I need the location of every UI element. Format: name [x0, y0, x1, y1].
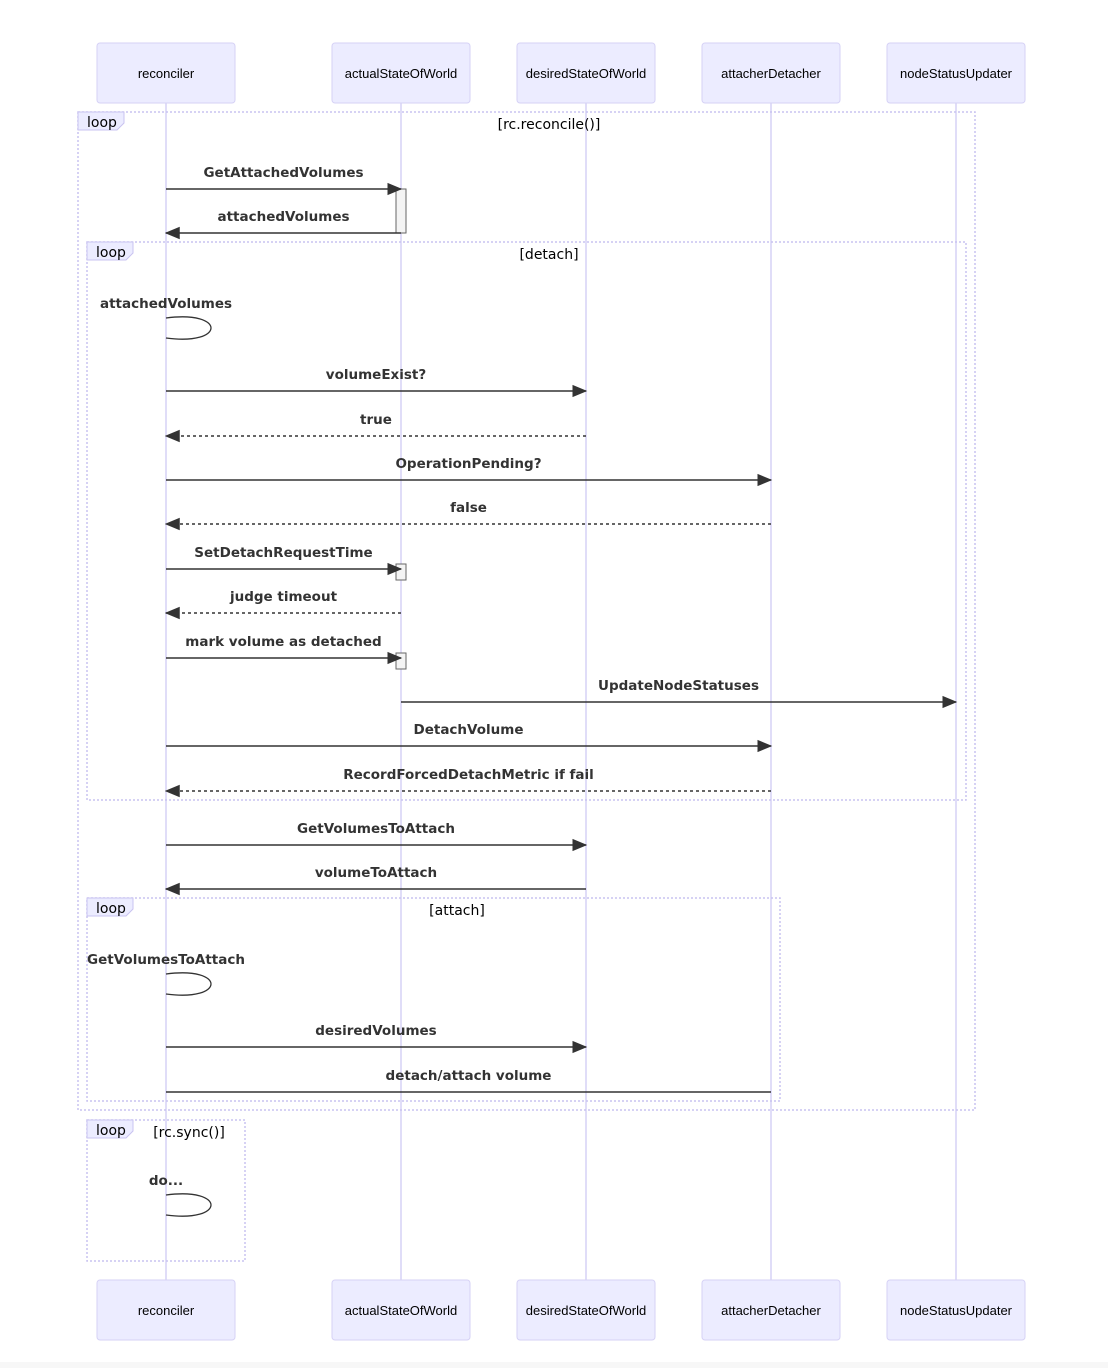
loop-condition: [detach]: [519, 247, 578, 263]
actor-box: [516, 42, 656, 104]
activation-box: [395, 188, 407, 234]
message-label: GetVolumesToAttach: [87, 952, 245, 968]
actor-label: attacherDetacher: [721, 66, 821, 81]
actor-box: [96, 1279, 236, 1341]
loop-condition: [rc.reconcile()]: [498, 117, 601, 133]
loop-tab: [86, 241, 134, 261]
self-message-loop: [165, 1193, 212, 1217]
actor-box: [331, 1279, 471, 1341]
actor-top-reconciler: reconciler: [96, 42, 236, 104]
actor-box: [331, 42, 471, 104]
actor-top-actualStateOfWorld: actualStateOfWorld: [331, 42, 471, 104]
actor-bottom-reconciler: reconciler: [96, 1279, 236, 1341]
message: attachedVolumes: [100, 296, 232, 340]
loop-frame: loop [detach]: [86, 241, 967, 801]
message-label: true: [360, 412, 392, 428]
actor-box: [96, 42, 236, 104]
message-label: do...: [149, 1173, 183, 1189]
actor-label: reconciler: [138, 66, 195, 81]
loop-condition: [attach]: [429, 903, 485, 919]
loop-label: loop: [96, 901, 126, 917]
actor-label: nodeStatusUpdater: [900, 66, 1013, 81]
message: detach/attach volume: [166, 1068, 771, 1093]
message: UpdateNodeStatuses: [401, 678, 958, 709]
message: DetachVolume: [166, 722, 773, 753]
actor-label: attacherDetacher: [721, 1303, 821, 1318]
actor-top-attacherDetacher: attacherDetacher: [701, 42, 841, 104]
actor-label: nodeStatusUpdater: [900, 1303, 1013, 1318]
message-label: RecordForcedDetachMetric if fail: [343, 767, 594, 783]
message: OperationPending?: [166, 456, 773, 487]
loop-frame: loop [rc.reconcile()]: [77, 111, 976, 1111]
actor-box: [701, 42, 841, 104]
activation-box: [395, 563, 407, 581]
loop-border: [86, 241, 967, 801]
actor-label: desiredStateOfWorld: [526, 1303, 646, 1318]
message-label: DetachVolume: [414, 722, 524, 738]
message-label: attachedVolumes: [217, 209, 349, 225]
actor-bottom-desiredStateOfWorld: desiredStateOfWorld: [516, 1279, 656, 1341]
actor-box: [701, 1279, 841, 1341]
message-label: false: [450, 500, 487, 516]
loop-condition: [rc.sync()]: [153, 1125, 225, 1141]
actor-box: [886, 42, 1026, 104]
actor-label: desiredStateOfWorld: [526, 66, 646, 81]
message: do...: [149, 1173, 212, 1217]
message-label: desiredVolumes: [315, 1023, 436, 1039]
message-label: OperationPending?: [395, 456, 541, 472]
message: desiredVolumes: [166, 1023, 588, 1054]
actor-bottom-attacherDetacher: attacherDetacher: [701, 1279, 841, 1341]
message: true: [164, 412, 586, 443]
message: GetVolumesToAttach: [87, 952, 245, 996]
loop-label: loop: [87, 115, 117, 131]
actor-box: [516, 1279, 656, 1341]
message: volumeToAttach: [164, 865, 586, 896]
message-label: attachedVolumes: [100, 296, 232, 312]
message: GetAttachedVolumes: [166, 165, 403, 196]
message: volumeExist?: [166, 367, 588, 398]
loop-label: loop: [96, 1123, 126, 1139]
loop-frame: loop [attach]: [86, 897, 781, 1102]
loop-tab: [86, 897, 134, 917]
loop-frame: loop [rc.sync()]: [86, 1119, 246, 1262]
message: GetVolumesToAttach: [166, 821, 588, 852]
message: mark volume as detached: [166, 634, 403, 665]
loop-border: [86, 1119, 246, 1262]
message-label: GetVolumesToAttach: [297, 821, 455, 837]
actor-label: reconciler: [138, 1303, 195, 1318]
bottom-strip: [0, 1362, 1108, 1368]
actor-label: actualStateOfWorld: [345, 66, 457, 81]
message-label: mark volume as detached: [185, 634, 381, 650]
actor-bottom-actualStateOfWorld: actualStateOfWorld: [331, 1279, 471, 1341]
message: judge timeout: [164, 589, 401, 620]
message: SetDetachRequestTime: [166, 545, 403, 576]
message-label: volumeToAttach: [315, 865, 437, 881]
message-label: SetDetachRequestTime: [194, 545, 372, 561]
message-label: judge timeout: [229, 589, 338, 605]
actor-label: actualStateOfWorld: [345, 1303, 457, 1318]
loop-tab: [77, 111, 125, 131]
message-label: UpdateNodeStatuses: [598, 678, 759, 694]
message-label: detach/attach volume: [386, 1068, 552, 1084]
actor-top-desiredStateOfWorld: desiredStateOfWorld: [516, 42, 656, 104]
message: RecordForcedDetachMetric if fail: [164, 767, 771, 798]
message-label: volumeExist?: [326, 367, 426, 383]
actor-box: [886, 1279, 1026, 1341]
loop-border: [77, 111, 976, 1111]
message: false: [164, 500, 771, 531]
message-label: GetAttachedVolumes: [203, 165, 363, 181]
actor-top-nodeStatusUpdater: nodeStatusUpdater: [886, 42, 1026, 104]
self-message-loop: [165, 972, 212, 996]
message: attachedVolumes: [164, 209, 401, 240]
loop-tab: [86, 1119, 134, 1139]
loop-label: loop: [96, 245, 126, 261]
activation-box: [395, 652, 407, 670]
actor-bottom-nodeStatusUpdater: nodeStatusUpdater: [886, 1279, 1026, 1341]
self-message-loop: [165, 316, 212, 340]
